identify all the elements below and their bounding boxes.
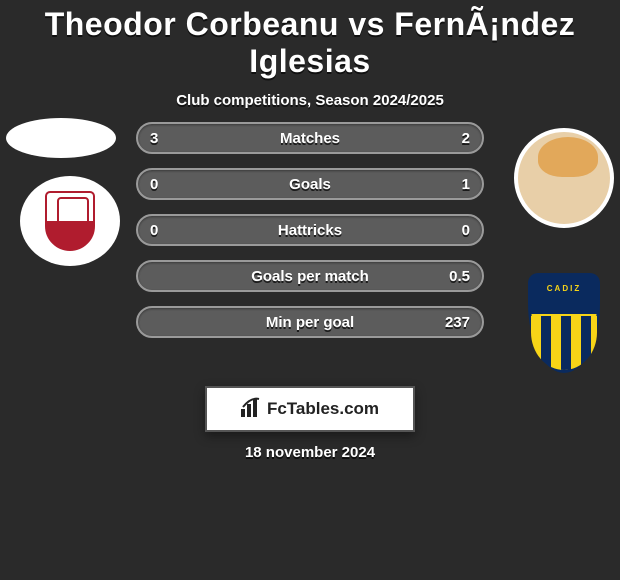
stat-left-value: 0	[150, 222, 158, 239]
stat-label: Goals	[289, 176, 331, 193]
brand-box[interactable]: FcTables.com	[205, 386, 415, 432]
brand-bars-icon	[241, 397, 263, 422]
stat-label: Hattricks	[278, 222, 342, 239]
player-avatar-left	[6, 118, 116, 158]
stat-right-value: 0	[462, 222, 470, 239]
stat-label: Goals per match	[251, 268, 369, 285]
stat-right-value: 1	[462, 176, 470, 193]
stat-label: Matches	[280, 130, 340, 147]
stat-row: 3 Matches 2	[136, 122, 484, 154]
stat-row: 0 Hattricks 0	[136, 214, 484, 246]
page-title: Theodor Corbeanu vs FernÃ¡ndez Iglesias	[0, 0, 620, 80]
stat-left-value: 3	[150, 130, 158, 147]
stat-row: Goals per match 0.5	[136, 260, 484, 292]
club-badge-left	[20, 176, 120, 266]
brand-label: FcTables.com	[267, 399, 379, 419]
date-text: 18 november 2024	[0, 444, 620, 461]
stat-right-value: 2	[462, 130, 470, 147]
stat-right-value: 237	[445, 314, 470, 331]
stat-row: 0 Goals 1	[136, 168, 484, 200]
stat-right-value: 0.5	[449, 268, 470, 285]
stats-bars: 3 Matches 2 0 Goals 1 0 Hattricks 0 Goal…	[136, 122, 484, 352]
stat-row: Min per goal 237	[136, 306, 484, 338]
club-badge-right: CADIZ	[514, 258, 614, 388]
stat-label: Min per goal	[266, 314, 354, 331]
stat-left-value: 0	[150, 176, 158, 193]
player-avatar-right	[514, 128, 614, 228]
subtitle: Club competitions, Season 2024/2025	[0, 92, 620, 109]
badge-right-text: CADIZ	[531, 284, 597, 293]
